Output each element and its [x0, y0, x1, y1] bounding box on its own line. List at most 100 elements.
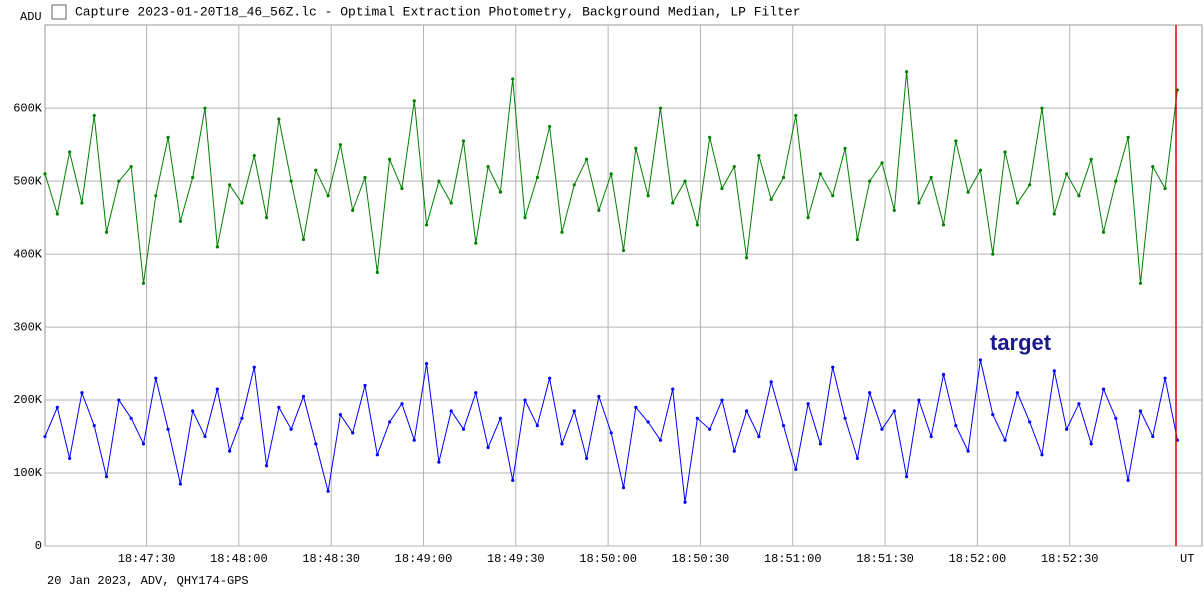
x-tick-label: 18:48:30 [302, 552, 360, 566]
data-point [1089, 442, 1093, 446]
data-point [1101, 230, 1106, 234]
data-point [498, 190, 503, 194]
data-point [43, 172, 47, 176]
data-point [720, 186, 724, 191]
data-point [449, 201, 453, 205]
data-point [806, 402, 810, 406]
data-point [794, 113, 798, 118]
data-point [1015, 201, 1019, 205]
data-point [363, 175, 367, 180]
footer: 20 Jan 2023, ADV, QHY174-GPS [47, 574, 249, 588]
data-point [880, 161, 884, 165]
data-point [68, 150, 72, 154]
data-point [400, 402, 404, 406]
data-point [351, 208, 355, 212]
data-point [80, 201, 84, 205]
data-point [584, 456, 589, 461]
data-point [412, 99, 416, 103]
data-point [868, 179, 872, 183]
data-point [1163, 186, 1167, 191]
data-point [855, 237, 859, 242]
y-tick-label: 400K [13, 247, 43, 261]
data-point [424, 223, 429, 227]
data-point [141, 281, 146, 285]
data-point [375, 453, 379, 457]
data-point [301, 394, 306, 399]
data-point [461, 139, 466, 143]
plot-area [43, 24, 1203, 547]
data-point [486, 445, 490, 450]
y-tick-label: 600K [13, 101, 43, 115]
data-point [535, 175, 539, 180]
data-point [781, 424, 786, 428]
data-point [252, 365, 256, 369]
data-point [941, 223, 946, 227]
data-point [978, 358, 983, 362]
data-point [511, 77, 515, 81]
data-point [252, 154, 256, 158]
data-point [769, 380, 773, 384]
data-point [92, 424, 96, 428]
data-point [671, 387, 675, 391]
data-point [966, 190, 970, 194]
data-point [178, 219, 182, 223]
data-point [1089, 157, 1093, 161]
x-tick-label: 18:49:00 [395, 552, 453, 566]
data-point [978, 168, 983, 172]
x-tick-label: 18:52:30 [1041, 552, 1099, 566]
data-point [240, 416, 244, 420]
data-point [301, 237, 306, 242]
data-point [572, 409, 576, 413]
data-point [55, 212, 59, 216]
data-point [1077, 194, 1081, 198]
data-point [117, 179, 121, 183]
data-point [461, 427, 466, 431]
data-point [658, 438, 663, 442]
data-point [597, 208, 601, 212]
data-point [449, 409, 453, 413]
data-point [474, 241, 478, 245]
data-point [843, 416, 847, 420]
data-point [523, 216, 527, 220]
x-tick-label: 18:49:30 [487, 552, 545, 566]
data-point [154, 376, 158, 380]
data-point [548, 376, 552, 380]
x-axis-label: UT [1180, 552, 1194, 566]
data-point [671, 201, 675, 205]
data-point [929, 434, 933, 439]
data-point [1015, 391, 1019, 395]
x-tick-label: 18:47:30 [118, 552, 176, 566]
data-point [843, 146, 847, 150]
data-point [474, 391, 478, 395]
data-point [744, 409, 749, 413]
data-point [523, 398, 527, 402]
plot-background [44, 24, 1203, 547]
data-point [1114, 416, 1118, 420]
data-point [1040, 106, 1044, 110]
data-point [917, 398, 921, 402]
data-point [80, 391, 84, 395]
data-point [1065, 427, 1069, 431]
data-point [400, 186, 404, 191]
data-point [1028, 183, 1032, 187]
data-point [634, 146, 638, 150]
data-point [597, 394, 601, 399]
x-tick-label: 18:52:00 [949, 552, 1007, 566]
data-point [486, 164, 490, 169]
data-point [498, 416, 503, 420]
data-point [991, 252, 995, 256]
data-point [609, 172, 613, 176]
x-tick-label: 18:50:00 [579, 552, 637, 566]
data-point [68, 456, 72, 461]
data-point [917, 201, 921, 205]
data-point [732, 164, 736, 169]
data-point [818, 172, 823, 176]
data-point [966, 449, 970, 453]
x-tick-label: 18:51:30 [856, 552, 914, 566]
data-point [264, 216, 269, 220]
data-point [769, 197, 773, 201]
data-point [695, 223, 699, 227]
data-point [954, 424, 958, 428]
data-point [892, 208, 896, 212]
data-point [720, 398, 724, 402]
